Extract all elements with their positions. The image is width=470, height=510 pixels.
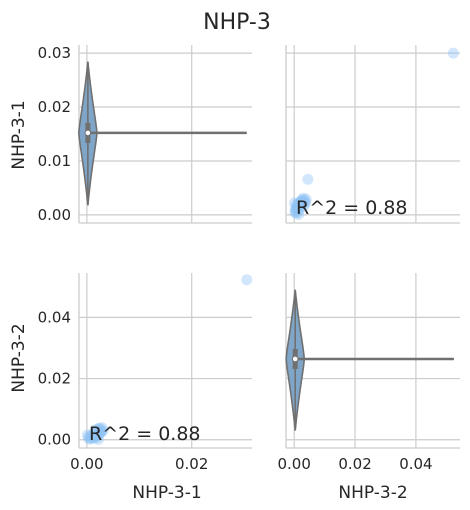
panel-nhp-3-2-vs-nhp-3-1: 0.00 0.02 0.04 0.00 0.02 R^2 = 0.88	[38, 273, 253, 473]
tick-label: 0.02	[338, 455, 371, 473]
tick-label: 0.00	[38, 206, 71, 224]
x-axis-label-col-2: NHP-3-2	[338, 483, 407, 503]
y-axis-label-row-2: NHP-3-2	[9, 323, 29, 392]
y-axis-label: NHP-3-1	[9, 100, 29, 169]
violin-median	[292, 356, 298, 362]
tick-label: 0.02	[175, 455, 208, 473]
tick-label: 0.00	[278, 455, 311, 473]
y-axis-label-row-1: NHP-3-1	[9, 100, 29, 169]
scatter-point	[302, 174, 313, 185]
r-squared-annotation: R^2 = 0.88	[89, 423, 201, 445]
scatter-point	[448, 48, 459, 59]
tick-label: 0.04	[399, 455, 432, 473]
y-axis-label: NHP-3-2	[9, 323, 29, 392]
tick-label: 0.04	[38, 308, 71, 326]
tick-label: 0.00	[38, 431, 71, 449]
scatter-point	[241, 274, 252, 285]
panel-nhp-3-2-vs-nhp-3-2: 0.00 0.02 0.04	[278, 273, 460, 473]
tick-label: 0.00	[70, 455, 103, 473]
tick-label: 0.01	[38, 152, 71, 170]
figure-title: NHP-3	[203, 10, 271, 35]
tick-label: 0.02	[38, 370, 71, 388]
x-axis-label-col-1: NHP-3-1	[132, 483, 201, 503]
r-squared-annotation: R^2 = 0.88	[296, 197, 408, 219]
panel-nhp-3-1-vs-nhp-3-2: R^2 = 0.88	[286, 45, 460, 223]
panel-nhp-3-1-vs-nhp-3-1: 0.00 0.01 0.02 0.03	[38, 44, 252, 224]
tick-label: 0.03	[38, 44, 71, 62]
violin-median	[85, 130, 91, 136]
tick-label: 0.02	[38, 98, 71, 116]
